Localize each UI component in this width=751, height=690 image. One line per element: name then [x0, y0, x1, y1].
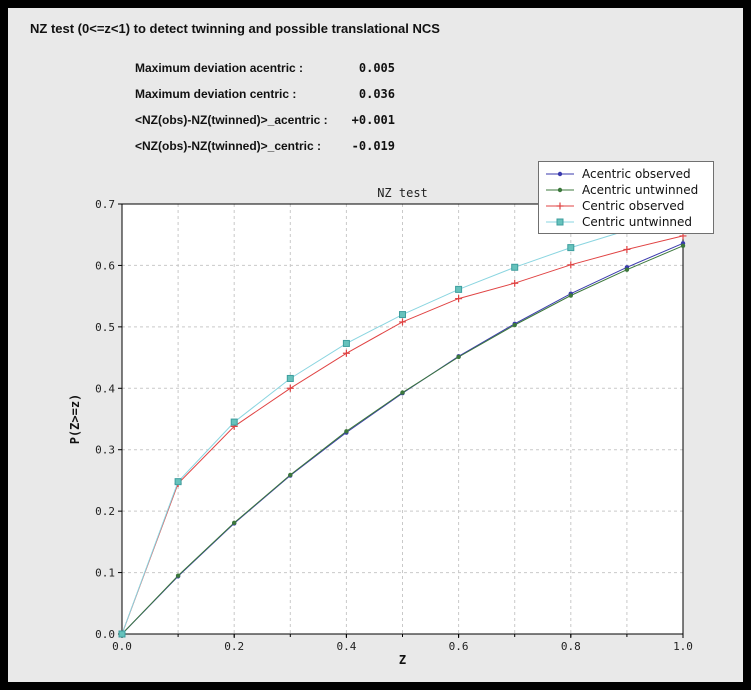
plot-window: 0.0 0.2 0.4 0.6 0.8 1.0 0.0 0.1 0.2 0.3 0.4 0.5 0.6 0…: [8, 8, 743, 682]
svg-text:0.2: 0.2: [224, 640, 244, 653]
svg-text:1.0: 1.0: [673, 640, 693, 653]
legend-item-centric-observed: Centric observed: [545, 198, 709, 214]
legend-label: Acentric untwinned: [582, 183, 699, 197]
svg-text:0.5: 0.5: [95, 321, 115, 334]
svg-text:0.4: 0.4: [336, 640, 356, 653]
legend-item-acentric-untwinned: Acentric untwinned: [545, 182, 709, 198]
svg-text:0.2: 0.2: [95, 505, 115, 518]
svg-text:0.8: 0.8: [561, 640, 581, 653]
stat-value: 0.036: [358, 87, 395, 101]
stat-label: <NZ(obs)-NZ(twinned)>_centric :: [135, 139, 322, 153]
stat-row-nz-diff-centric: <NZ(obs)-NZ(twinned)>_centric : -0.019: [135, 133, 395, 159]
svg-text:0.3: 0.3: [95, 444, 115, 457]
svg-text:0.7: 0.7: [95, 198, 115, 211]
stat-label: Maximum deviation centric :: [135, 87, 297, 101]
legend-line-sample-icon: [546, 218, 574, 226]
legend-line-sample-icon: [546, 171, 574, 177]
svg-text:0.6: 0.6: [95, 259, 115, 272]
nz-test-plot-canvas: 0.0 0.2 0.4 0.6 0.8 1.0 0.0 0.1 0.2 0.3 0.4 0.5 0.6 0…: [95, 198, 693, 653]
x-axis-label: Z: [398, 653, 407, 667]
y-axis-label: P(Z>=z): [68, 393, 82, 445]
chart-title: NZ test: [377, 186, 428, 200]
stats-block: Maximum deviation acentric : 0.005 Maxim…: [135, 55, 395, 159]
page-title: NZ test (0<=z<1) to detect twinning and …: [30, 21, 440, 36]
svg-text:0.0: 0.0: [95, 628, 115, 641]
legend-line-sample-icon: [546, 187, 574, 193]
stat-value: -0.019: [351, 139, 395, 153]
stat-value: 0.005: [358, 61, 395, 75]
stat-label: <NZ(obs)-NZ(twinned)>_acentric :: [135, 113, 328, 127]
svg-text:0.1: 0.1: [95, 567, 115, 580]
legend-label: Acentric observed: [582, 167, 691, 181]
legend-item-acentric-observed: Acentric observed: [545, 166, 709, 182]
legend-item-centric-untwinned: Centric untwinned: [545, 214, 709, 230]
legend-label: Centric observed: [582, 199, 685, 213]
legend-label: Centric untwinned: [582, 215, 693, 229]
legend: Acentric observed Acentric untwinned Cen…: [538, 161, 714, 234]
stat-value: +0.001: [351, 113, 395, 127]
stat-label: Maximum deviation acentric :: [135, 61, 304, 75]
stat-row-nz-diff-acentric: <NZ(obs)-NZ(twinned)>_acentric : +0.001: [135, 107, 395, 133]
stat-row-max-deviation-acentric: Maximum deviation acentric : 0.005: [135, 55, 395, 81]
legend-line-sample-icon: [546, 202, 574, 210]
svg-text:0.6: 0.6: [449, 640, 469, 653]
svg-text:0.4: 0.4: [95, 382, 115, 395]
svg-text:0.0: 0.0: [112, 640, 132, 653]
stat-row-max-deviation-centric: Maximum deviation centric : 0.036: [135, 81, 395, 107]
